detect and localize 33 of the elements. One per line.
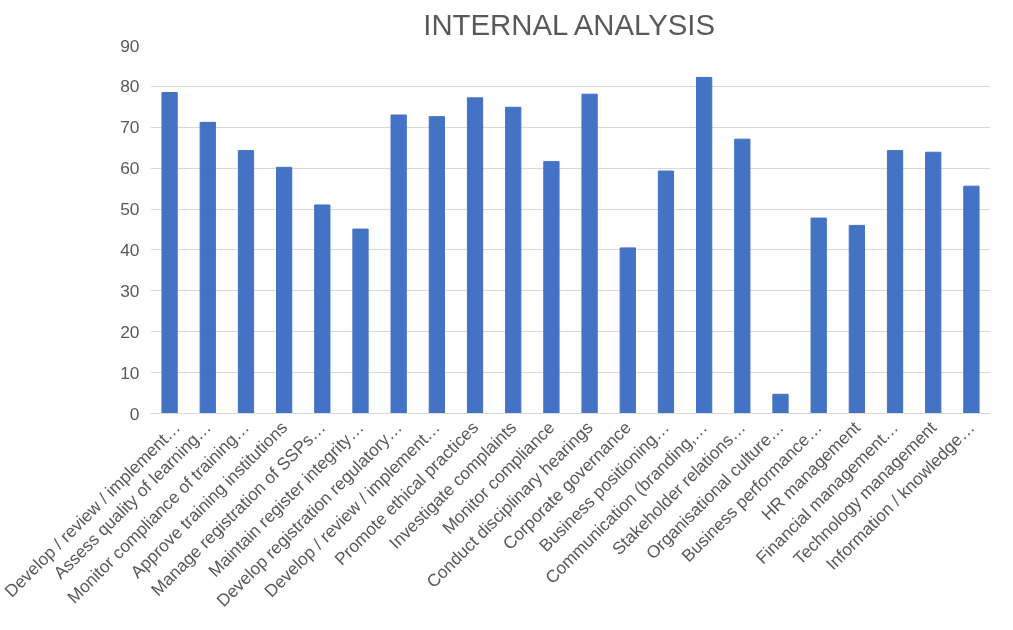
bar bbox=[199, 121, 216, 414]
bar bbox=[543, 161, 560, 414]
bar bbox=[390, 114, 407, 414]
bar bbox=[276, 166, 293, 414]
y-tick-label: 80 bbox=[120, 76, 140, 97]
bar bbox=[848, 224, 865, 414]
y-tick-label: 20 bbox=[120, 321, 140, 342]
bar bbox=[466, 97, 484, 414]
y-tick-label: 0 bbox=[129, 403, 140, 424]
bar bbox=[428, 116, 445, 414]
y-tick-label: 40 bbox=[120, 239, 140, 260]
bar bbox=[657, 170, 675, 414]
bar bbox=[963, 185, 980, 414]
y-tick-label: 90 bbox=[120, 35, 140, 56]
bar bbox=[237, 150, 255, 414]
y-tick-label: 70 bbox=[120, 117, 140, 138]
y-tick-label: 30 bbox=[120, 280, 140, 301]
bar bbox=[505, 106, 522, 414]
bar bbox=[314, 204, 331, 414]
y-tick-label: 50 bbox=[120, 199, 140, 220]
bar bbox=[352, 228, 369, 414]
bar bbox=[772, 393, 789, 414]
y-tick-label: 10 bbox=[120, 362, 140, 383]
bar bbox=[696, 76, 713, 414]
bar bbox=[734, 138, 751, 414]
bar bbox=[619, 247, 636, 414]
bar bbox=[886, 150, 904, 414]
chart-title: INTERNAL ANALYSIS bbox=[423, 7, 716, 41]
bar bbox=[810, 217, 827, 414]
bar bbox=[161, 92, 178, 414]
y-tick-label: 60 bbox=[120, 158, 140, 179]
bar bbox=[925, 151, 942, 414]
bar bbox=[581, 93, 598, 414]
